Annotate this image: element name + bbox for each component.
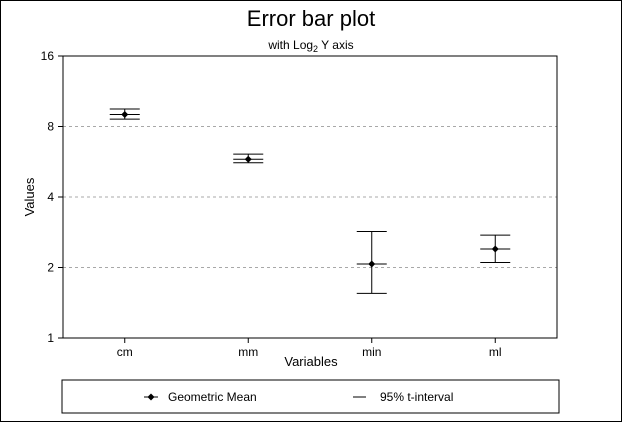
subtitle-subscript: 2 xyxy=(313,44,318,54)
x-tick-label: mm xyxy=(238,345,258,359)
mean-point xyxy=(121,111,129,119)
x-axis-label: Variables xyxy=(284,354,338,369)
mean-point xyxy=(491,245,499,253)
error-bar-mm xyxy=(233,153,264,164)
y-tick-label: 16 xyxy=(41,49,55,63)
legend-interval-label: 95% t-interval xyxy=(380,390,453,404)
y-tick-label: 2 xyxy=(47,261,54,275)
chart-subtitle: with Log2 Y axis xyxy=(267,38,353,54)
legend-mean-marker xyxy=(144,393,158,401)
chart-title: Error bar plot xyxy=(247,6,375,31)
x-tick-label: min xyxy=(362,345,381,359)
error-bar-cm xyxy=(109,108,140,120)
mean-point xyxy=(244,155,252,163)
legend: Geometric Mean 95% t-interval xyxy=(61,379,560,414)
legend-box xyxy=(61,379,560,414)
error-bar-ml xyxy=(480,234,511,264)
subtitle-prefix: with Log xyxy=(267,38,313,52)
error-bar-min xyxy=(356,230,387,294)
x-tick-layer: cm mm min ml xyxy=(117,338,502,359)
y-tick-label: 1 xyxy=(47,331,54,345)
y-tick-label: 4 xyxy=(47,190,54,204)
subtitle-suffix: Y axis xyxy=(318,38,354,52)
mean-point xyxy=(368,260,376,268)
x-tick-label: ml xyxy=(489,345,502,359)
grid-layer xyxy=(63,126,557,268)
y-axis-label: Values xyxy=(22,177,37,216)
data-layer xyxy=(109,108,511,294)
y-tick-label: 8 xyxy=(47,120,54,134)
y-tick-layer: 1 2 4 8 16 xyxy=(41,49,63,345)
x-tick-label: cm xyxy=(117,345,133,359)
legend-mean-label: Geometric Mean xyxy=(168,390,257,404)
